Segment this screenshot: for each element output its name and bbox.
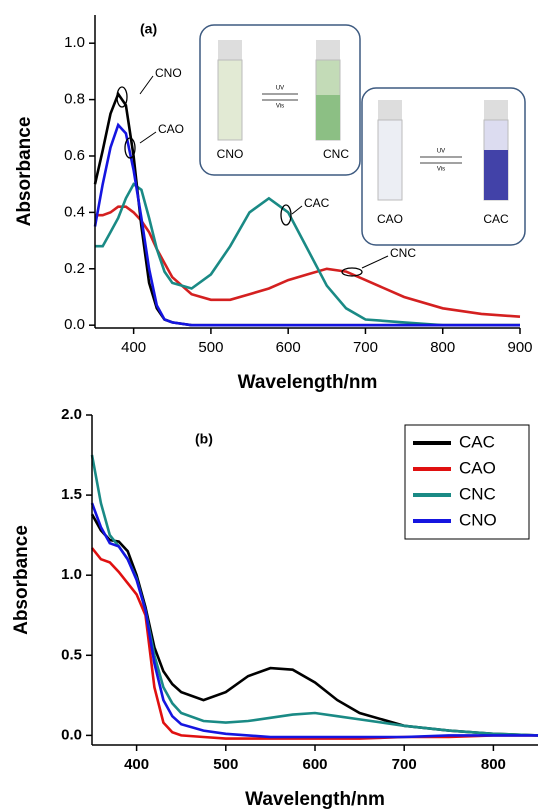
annotation: CAC <box>304 196 330 210</box>
annotation-circle <box>116 86 128 108</box>
x-tick-label: 400 <box>121 339 146 356</box>
y-axis-title: Absorbance <box>14 117 35 227</box>
inset-arrow-label: UV <box>437 149 445 155</box>
y-tick-label: 1.0 <box>64 34 85 51</box>
legend-label: CAC <box>459 432 495 451</box>
annotation: CAO <box>158 122 184 136</box>
x-tick-label: 700 <box>392 756 417 773</box>
data-line <box>90 502 538 739</box>
x-tick-label: 800 <box>481 756 506 773</box>
y-tick-label: 0.0 <box>64 316 85 333</box>
y-tick-label: 0.2 <box>64 260 85 277</box>
legend-label: CAO <box>459 458 496 477</box>
annotation-circle <box>341 267 363 277</box>
y-axis-title: Absorbance <box>11 525 32 635</box>
data-line <box>95 182 520 327</box>
annotation-arrow <box>291 205 303 215</box>
annotation-circle <box>124 137 136 159</box>
data-line <box>90 513 539 737</box>
y-tick-label: 2.0 <box>61 406 82 423</box>
x-tick-label: 400 <box>124 756 149 773</box>
y-tick-label: 0.8 <box>64 91 85 108</box>
x-tick-label: 900 <box>507 339 532 356</box>
legend-label: CNC <box>459 484 496 503</box>
panel-label: (b) <box>195 431 213 447</box>
y-tick-label: 0.4 <box>64 203 85 220</box>
annotation-arrow <box>139 131 157 144</box>
annotation: CNC <box>390 246 416 260</box>
inset-arrow-label: Vis <box>276 104 284 110</box>
inset-label: CNO <box>217 147 244 161</box>
x-tick-label: 500 <box>198 339 223 356</box>
y-tick-label: 1.5 <box>61 486 82 503</box>
inset-label: CNC <box>323 147 349 161</box>
inset-label: CAC <box>483 212 509 226</box>
legend-label: CNO <box>459 510 497 529</box>
inset-arrow-label: Vis <box>437 167 445 173</box>
y-tick-label: 0.6 <box>64 147 85 164</box>
data-line <box>90 547 538 740</box>
x-axis-title: Wavelength/nm <box>238 372 378 393</box>
y-tick-label: 0.5 <box>61 646 82 663</box>
y-tick-label: 1.0 <box>61 566 82 583</box>
x-tick-label: 700 <box>353 339 378 356</box>
panel-label: (a) <box>140 21 157 37</box>
x-tick-label: 600 <box>302 756 327 773</box>
x-tick-label: 800 <box>430 339 455 356</box>
annotation-circle <box>280 204 292 226</box>
annotation-arrow <box>139 75 154 95</box>
inset-photo <box>199 24 526 246</box>
x-axis-title: Wavelength/nm <box>245 789 385 810</box>
inset-label: CAO <box>377 212 403 226</box>
x-tick-label: 500 <box>213 756 238 773</box>
y-tick-label: 0.0 <box>61 726 82 743</box>
annotation-arrow <box>361 255 389 269</box>
data-line <box>93 122 520 327</box>
inset-arrow-label: UV <box>276 86 284 92</box>
x-tick-label: 600 <box>276 339 301 356</box>
data-line <box>95 205 521 318</box>
annotation: CNO <box>155 66 182 80</box>
